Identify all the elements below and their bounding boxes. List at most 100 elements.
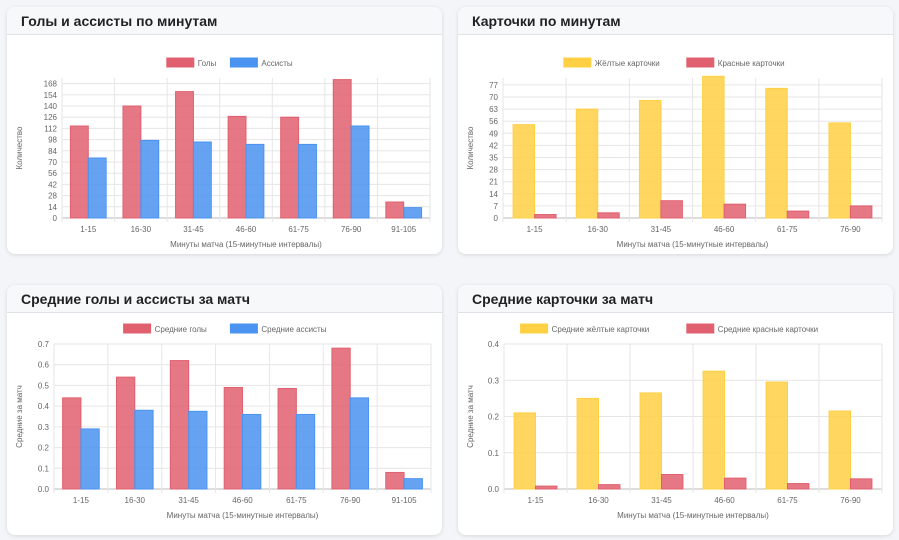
chart-card-goals-assists-by-minute: Голы и ассисты по минутам Голы Ассисты 0 14…: [7, 7, 442, 254]
bar: [295, 413, 316, 490]
card-title: Средние голы и ассисты за матч: [7, 285, 442, 313]
bar: [661, 474, 684, 490]
x-tick-label: 46-60: [232, 496, 253, 505]
y-tick-label: 28: [489, 166, 498, 175]
bar: [349, 397, 370, 490]
x-tick-label: 91-105: [391, 225, 416, 234]
bar: [512, 124, 536, 219]
bar: [702, 370, 726, 490]
y-tick-label: 0.0: [488, 485, 500, 494]
bar: [242, 413, 262, 490]
y-tick-label: 42: [489, 141, 498, 150]
x-tick-label: 61-75: [288, 225, 309, 234]
legend-label: Средние ассисты: [261, 325, 326, 334]
bar: [403, 207, 423, 219]
bar: [69, 125, 89, 219]
x-tick-label: 16-30: [588, 496, 609, 505]
x-axis-title: Минуты матча (15-минутные интервалы): [167, 511, 319, 520]
legend-swatch: [229, 57, 258, 68]
x-tick-label: 91-105: [392, 496, 417, 505]
cards-bar-chart: Жёлтые карточки Красные карточки 0 7 14 21 28 3…: [466, 57, 883, 249]
x-tick-label: 16-30: [125, 496, 146, 505]
x-tick-label: 16-30: [131, 225, 152, 234]
y-tick-label: 14: [48, 203, 57, 212]
x-axis-title: Минуты матча (15-минутные интервалы): [617, 240, 769, 249]
y-tick-label: 42: [48, 180, 57, 189]
y-tick-label: 126: [44, 113, 58, 122]
y-axis-title: Средние за матч: [15, 385, 24, 448]
y-tick-label: 14: [489, 190, 498, 199]
y-tick-label: 56: [48, 169, 57, 178]
goals-assists-bar-chart: Голы Ассисты 0 14 28 42 56 70 84 98 112 126 140 154 16…: [15, 57, 431, 249]
bar: [576, 397, 600, 490]
bar: [227, 115, 247, 219]
y-tick-label: 21: [489, 178, 498, 187]
y-tick-label: 28: [48, 192, 57, 201]
bar: [828, 122, 851, 219]
y-tick-label: 98: [48, 136, 57, 145]
y-tick-label: 84: [48, 147, 57, 156]
y-tick-label: 63: [489, 105, 498, 114]
bar: [849, 205, 873, 219]
legend-label: Жёлтые карточки: [595, 59, 660, 68]
bar: [298, 143, 317, 219]
avg-cards-bar-chart: Средние жёлтые карточки Средние красные к…: [466, 323, 883, 520]
x-tick-label: 1-15: [527, 496, 544, 505]
y-tick-label: 56: [489, 117, 498, 126]
bar: [175, 91, 194, 219]
card-title: Карточки по минутам: [458, 7, 893, 35]
bar: [385, 201, 405, 219]
y-tick-label: 0.5: [38, 381, 50, 390]
y-tick-label: 0.7: [38, 340, 50, 349]
y-tick-label: 0.3: [38, 423, 50, 432]
card-title: Средние карточки за матч: [458, 285, 893, 313]
bar: [765, 381, 788, 490]
x-tick-label: 61-75: [777, 225, 798, 234]
y-tick-label: 168: [44, 80, 58, 89]
chart-card-avg-goals-assists: Средние голы и ассисты за матч Средние г…: [7, 285, 442, 535]
bar: [80, 428, 100, 490]
x-tick-label: 1-15: [527, 225, 544, 234]
y-tick-label: 0.2: [488, 413, 500, 422]
bar: [188, 410, 208, 490]
bar: [660, 200, 683, 219]
bar: [277, 388, 297, 490]
x-tick-label: 31-45: [651, 225, 672, 234]
legend-label: Красные карточки: [718, 59, 785, 68]
bar: [385, 471, 405, 490]
x-tick-label: 76-90: [340, 496, 361, 505]
legend-label: Средние красные карточки: [718, 325, 818, 334]
x-tick-label: 46-60: [236, 225, 257, 234]
bar: [87, 157, 107, 219]
y-axis-title: Количество: [15, 126, 24, 170]
bar: [122, 105, 142, 219]
y-tick-label: 49: [489, 129, 498, 138]
legend-label: Голы: [198, 59, 217, 68]
bar: [115, 376, 136, 490]
bar: [850, 478, 873, 490]
legend-label: Средние жёлтые карточки: [552, 325, 650, 334]
y-tick-label: 70: [489, 93, 498, 102]
bar: [169, 360, 190, 490]
legend-swatch: [520, 323, 549, 334]
bar: [702, 75, 725, 219]
bar: [62, 397, 82, 490]
legend-swatch: [166, 57, 195, 68]
card-title: Голы и ассисты по минутам: [7, 7, 442, 35]
legend-swatch: [229, 323, 258, 334]
y-tick-label: 35: [489, 154, 498, 163]
y-axis-title: Средние за матч: [466, 385, 475, 448]
bar: [723, 203, 747, 219]
bar: [535, 485, 558, 490]
x-tick-label: 46-60: [714, 225, 735, 234]
y-tick-label: 7: [494, 202, 499, 211]
y-tick-label: 0: [53, 214, 58, 223]
x-tick-label: 1-15: [73, 496, 90, 505]
x-tick-label: 76-90: [341, 225, 362, 234]
legend-swatch: [123, 323, 152, 334]
y-tick-label: 0: [494, 214, 499, 223]
x-tick-label: 16-30: [588, 225, 609, 234]
bar: [331, 347, 351, 490]
bar: [639, 392, 663, 490]
x-axis-title: Минуты матча (15-минутные интервалы): [617, 511, 769, 520]
